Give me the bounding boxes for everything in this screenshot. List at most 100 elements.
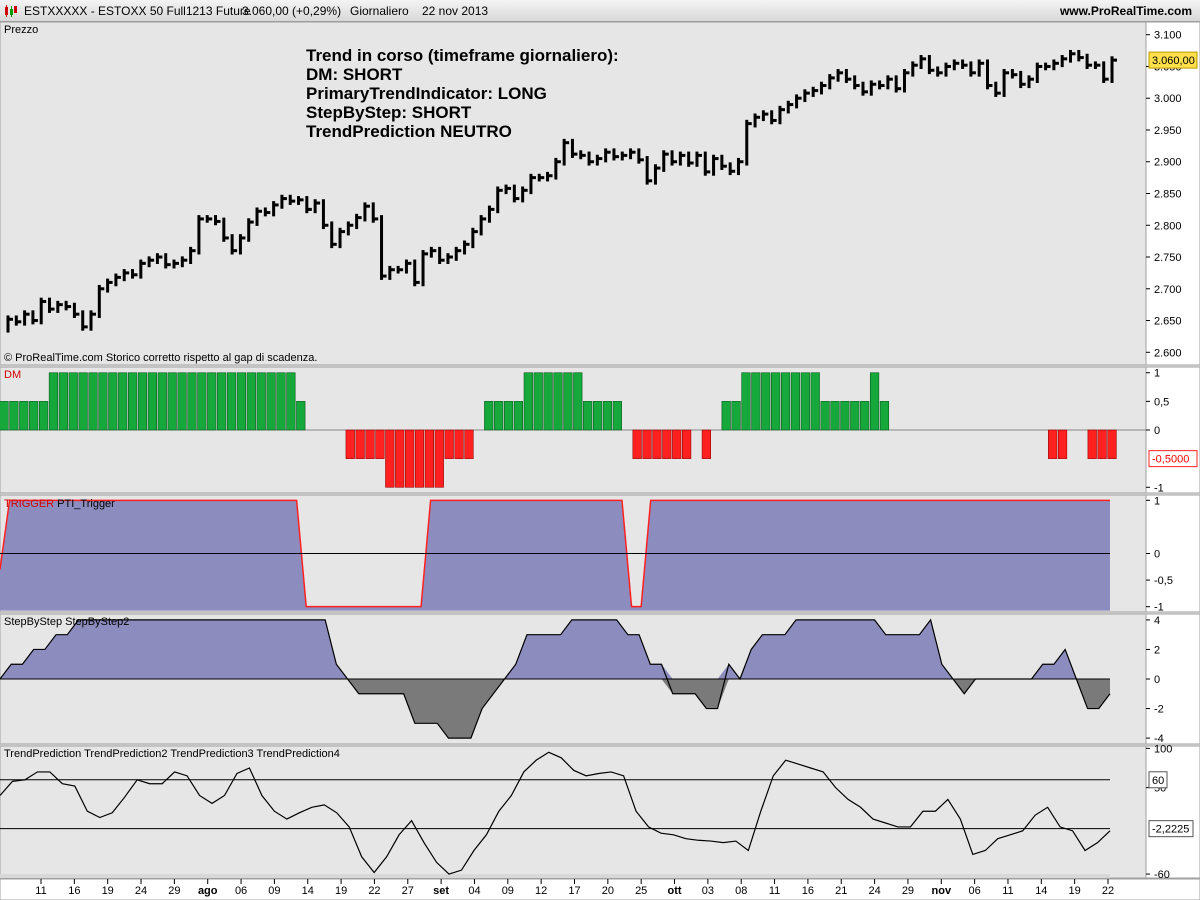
- y-tick-label: 2.600: [1154, 347, 1182, 359]
- dm-bar-positive: [494, 401, 504, 431]
- y-axis-background: [1145, 613, 1200, 745]
- panel-title-price: Prezzo: [4, 24, 38, 36]
- dm-bar-positive: [602, 401, 613, 431]
- x-tick-label: 11: [1002, 885, 1013, 897]
- dm-bar-positive: [741, 372, 751, 431]
- x-tick-label: 19: [335, 885, 347, 897]
- y-axis-background: [1145, 494, 1200, 613]
- dm-bar-positive: [9, 401, 19, 431]
- dm-bar-negative: [454, 429, 464, 459]
- y-tick-label: -0,5: [1154, 575, 1173, 587]
- y-tick-label: 2.800: [1154, 220, 1182, 232]
- y-tick-label: 100: [1154, 743, 1172, 755]
- trend-annotation-line: PrimaryTrendIndicator: LONG: [306, 84, 547, 103]
- dm-bar-positive: [790, 372, 801, 431]
- y-tick-label: 0: [1154, 425, 1160, 437]
- dm-last-value: -0,5000: [1152, 454, 1189, 466]
- dm-bar-positive: [29, 401, 39, 431]
- oversold-zone: [0, 874, 1110, 878]
- dm-bar-positive: [108, 372, 118, 431]
- dm-bar-positive: [484, 401, 494, 431]
- dm-bar-positive: [533, 372, 543, 431]
- panel-title-trendprediction: TrendPrediction TrendPrediction2 TrendPr…: [4, 748, 340, 760]
- dm-bar-negative: [632, 429, 642, 459]
- x-tick-label: ago: [198, 885, 218, 897]
- x-tick-label: ott: [668, 885, 682, 897]
- x-tick-label: 09: [268, 885, 280, 897]
- x-tick-label: 22: [368, 885, 380, 897]
- dm-bar-positive: [820, 401, 830, 431]
- x-tick-label: 21: [835, 885, 847, 897]
- y-tick-label: 2.950: [1154, 125, 1182, 137]
- dm-bar-positive: [830, 401, 840, 431]
- trend-annotation-line: StepByStep: SHORT: [306, 103, 472, 122]
- chart-date: 22 nov 2013: [422, 4, 489, 18]
- timeframe-label: Giornaliero: [350, 4, 409, 18]
- dm-bar-positive: [780, 372, 791, 431]
- dm-series: [0, 372, 1117, 488]
- x-axis-background: [0, 878, 1200, 900]
- panel-title-stepbystep: StepByStep StepByStep2: [4, 616, 129, 628]
- y-tick-label: -2: [1154, 704, 1164, 716]
- y-tick-label: 2.750: [1154, 252, 1182, 264]
- panel-background: [0, 21, 1147, 366]
- last-price-value: 3.060,00: [1152, 55, 1195, 67]
- dm-bar-positive: [612, 401, 622, 431]
- dm-bar-positive: [19, 401, 29, 431]
- dm-bar-negative: [682, 429, 692, 459]
- dm-bar-positive: [879, 401, 890, 431]
- dm-bar-negative: [662, 429, 672, 459]
- dm-bar-negative: [405, 429, 415, 488]
- dm-bar-negative: [414, 429, 425, 488]
- stepbystep-positive-area: [0, 619, 1110, 679]
- level-value-marker: [1148, 820, 1194, 838]
- dm-bar-negative: [464, 429, 474, 459]
- y-axis-background: [1145, 366, 1200, 494]
- candlestick-icon: [5, 5, 17, 17]
- dm-bar-positive: [810, 372, 820, 431]
- dm-bar-negative: [424, 429, 434, 488]
- x-tick-label: 06: [235, 885, 247, 897]
- copyright-note: © ProRealTime.com Storico corretto rispe…: [4, 352, 317, 364]
- dm-bar-negative: [1087, 429, 1097, 459]
- x-tick-label: 06: [969, 885, 981, 897]
- dm-bar-positive: [246, 372, 256, 431]
- x-tick-label: 11: [769, 885, 780, 897]
- dm-bar-positive: [553, 372, 563, 431]
- level-value-label: 60: [1152, 775, 1164, 787]
- dm-bar-positive: [840, 401, 850, 431]
- dm-bar-positive: [48, 372, 59, 431]
- dm-bar-negative: [365, 429, 375, 459]
- dm-bar-positive: [296, 401, 306, 431]
- y-tick-label: 4: [1154, 615, 1160, 627]
- dm-bar-positive: [187, 372, 197, 431]
- dm-bar-positive: [800, 372, 810, 431]
- y-tick-label: 2.700: [1154, 284, 1182, 296]
- y-tick-label: 3.100: [1154, 30, 1182, 42]
- site-link[interactable]: www.ProRealTime.com: [1059, 4, 1192, 18]
- price-series: [6, 49, 1117, 333]
- dm-bar-positive: [592, 401, 603, 431]
- level-value-label: -2,2225: [1152, 824, 1189, 836]
- last-price: 3.060,00 (+0,29%): [242, 4, 342, 18]
- dm-bar-positive: [98, 372, 108, 431]
- dm-bar-positive: [266, 372, 276, 431]
- dm-bar-positive: [118, 372, 128, 431]
- dm-bar-negative: [1048, 429, 1058, 459]
- dm-bar-positive: [38, 401, 49, 431]
- dm-bar-positive: [751, 372, 761, 431]
- last-price-marker: [1148, 51, 1198, 69]
- y-tick-label: 1: [1154, 495, 1160, 507]
- y-tick-label: -1: [1154, 482, 1164, 494]
- dm-bar-positive: [147, 372, 157, 431]
- stepbystep-line: [0, 618, 1111, 739]
- y-axis-background: [1145, 21, 1200, 366]
- dm-last-marker: [1148, 450, 1198, 468]
- dm-bar-positive: [256, 372, 266, 431]
- pti-trigger-line: [0, 499, 1110, 608]
- panel-title-dm: DM: [4, 369, 21, 381]
- dm-bar-negative: [701, 429, 711, 459]
- x-tick-label: 20: [602, 885, 614, 897]
- y-tick-label: 2: [1154, 644, 1160, 656]
